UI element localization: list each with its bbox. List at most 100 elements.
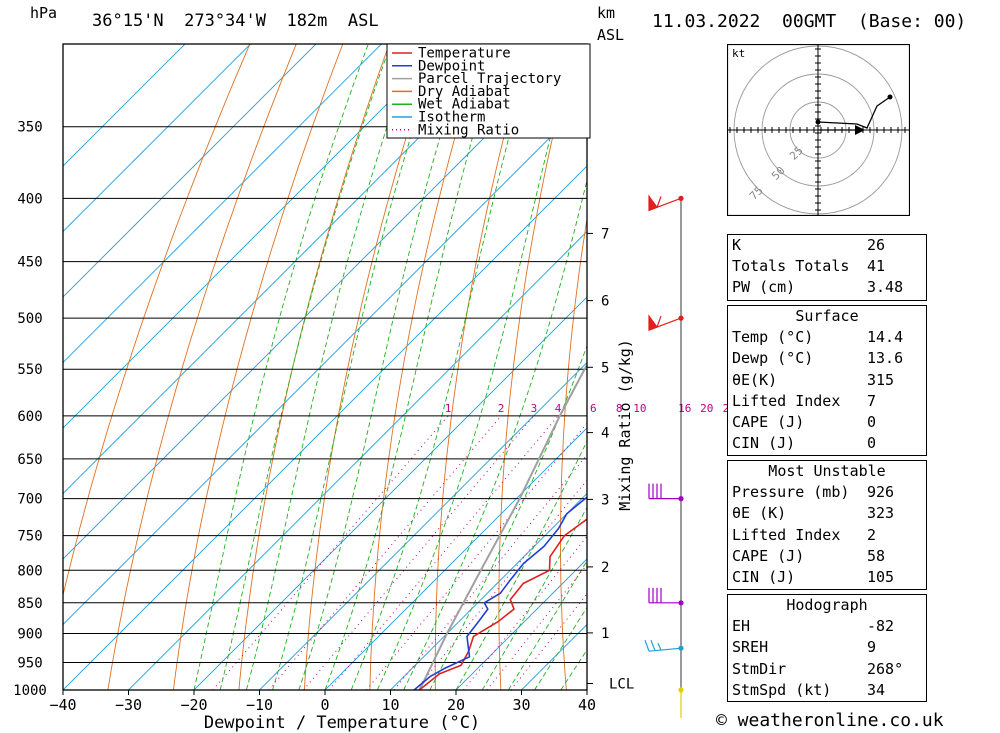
- hodograph-unit: kt: [732, 47, 745, 60]
- hodograph-trace: [817, 96, 891, 129]
- x-tick-label: −40: [49, 696, 76, 714]
- dry-adiabat-line: [498, 44, 576, 690]
- wind-barb: [648, 587, 681, 604]
- wet-adiabat-line: [272, 44, 441, 690]
- km-tick-label: 5: [601, 360, 609, 376]
- stmspd-label: StmSpd (kt): [732, 680, 832, 699]
- pressure-tick-label: 850: [17, 596, 42, 612]
- surface-theta-value: 315: [867, 370, 895, 389]
- pressure-tick-label: 500: [17, 311, 42, 327]
- eh-value: -82: [867, 617, 895, 636]
- dry-adiabat-line: [107, 44, 297, 690]
- indices-table: K 26 Totals Totals 41 PW (cm) 3.48: [727, 234, 927, 301]
- mixing-ratio-label: 4: [555, 402, 562, 415]
- surface-cin-value: 0: [867, 434, 877, 453]
- totals-totals-label: Totals Totals: [732, 257, 850, 276]
- eh-row: EH -82: [728, 616, 926, 637]
- mixing-ratio-axis-title: Mixing Ratio (g/kg): [616, 339, 634, 511]
- km-tick-label: 4: [601, 426, 609, 442]
- mixing-ratio-line: [366, 422, 587, 690]
- stmdir-value: 268°: [867, 659, 904, 678]
- mixing-ratio-label: 3: [531, 402, 538, 415]
- mu-cape-label: CAPE (J): [732, 546, 805, 565]
- surface-cape-row: CAPE (J) 0: [728, 412, 926, 433]
- mu-li-label: Lifted Index: [732, 525, 841, 544]
- surface-table: Surface Temp (°C) 14.4 Dewp (°C) 13.6 θE(K…: [727, 305, 927, 456]
- mixing-ratio-label: 20: [700, 402, 713, 415]
- km-tick-label: 1: [601, 626, 609, 642]
- k-index-label: K: [732, 236, 742, 254]
- asl-unit-label: ASL: [597, 26, 625, 44]
- stmspd-row: StmSpd (kt) 34: [728, 680, 926, 701]
- mixing-ratio-label: 8: [616, 402, 623, 415]
- dry-adiabat-line: [369, 44, 483, 690]
- wind-barb-column: [644, 194, 684, 718]
- legend-item-label: Temperature: [418, 46, 511, 62]
- pressure-tick-label: 400: [17, 191, 42, 207]
- k-index-value: 26: [867, 236, 886, 254]
- totals-totals-row: Totals Totals 41: [728, 256, 926, 277]
- pressure-tick-label: 750: [17, 529, 42, 545]
- x-tick-label: 20: [447, 696, 465, 714]
- pressure-tick-label: 600: [17, 409, 42, 425]
- surface-cin-row: CIN (J) 0: [728, 433, 926, 454]
- mu-theta-label: θE (K): [732, 504, 787, 523]
- most-unstable-table: Most Unstable Pressure (mb) 926 θE (K) 323…: [727, 460, 927, 590]
- isotherm-line: [390, 492, 587, 690]
- legend-item-label: Dewpoint: [418, 58, 485, 74]
- km-tick-label: 7: [601, 226, 609, 242]
- copyright-link[interactable]: © weatheronline.co.uk: [716, 710, 944, 731]
- legend-item-label: Isotherm: [418, 110, 485, 126]
- wet-adiabat-line: [350, 44, 535, 690]
- x-tick-label: −30: [115, 696, 142, 714]
- pressure-tick-label: 700: [17, 492, 42, 508]
- pressure-tick-label: 550: [17, 362, 42, 378]
- km-unit-label: km: [597, 4, 616, 22]
- pressure-tick-label: 950: [17, 656, 42, 672]
- isotherm-line: [63, 44, 448, 429]
- legend-item-label: Mixing Ratio: [418, 122, 519, 138]
- surface-cin-label: CIN (J): [732, 434, 796, 453]
- mu-pressure-label: Pressure (mb): [732, 483, 850, 502]
- wind-barb: [648, 483, 681, 500]
- k-index-row: K 26: [728, 235, 926, 256]
- surface-temp-value: 14.4: [867, 328, 904, 347]
- totals-totals-value: 41: [867, 257, 886, 276]
- pressure-tick-label: 800: [17, 563, 42, 579]
- mixing-ratio-label: 1: [445, 402, 452, 415]
- mu-cin-label: CIN (J): [732, 567, 796, 586]
- surface-theta-row: θE(K) 315: [728, 370, 926, 391]
- dry-adiabat-line: [678, 44, 714, 690]
- wet-adiabat-line: [455, 440, 587, 690]
- hodograph-table-title: Hodograph: [786, 596, 868, 614]
- surface-dewp-label: Dewp (°C): [732, 349, 814, 368]
- wet-adiabat-line: [219, 44, 392, 690]
- pw-row: PW (cm) 3.48: [728, 277, 926, 298]
- mu-theta-row: θE (K) 323: [728, 503, 926, 524]
- mixing-ratio-label: 10: [633, 402, 646, 415]
- isotherm-line: [63, 44, 579, 560]
- surface-li-row: Lifted Index 7: [728, 391, 926, 412]
- surface-li-value: 7: [867, 391, 877, 410]
- x-tick-label: 10: [381, 696, 399, 714]
- pressure-tick-label: 1000: [13, 683, 47, 699]
- mu-cape-value: 58: [867, 546, 886, 565]
- mixing-ratio-label: 2: [498, 402, 505, 415]
- hodograph-end-dot: [887, 94, 893, 100]
- stmdir-label: StmDir: [732, 659, 787, 678]
- mixing-ratio-label: 6: [590, 402, 597, 415]
- x-tick-label: 30: [512, 696, 530, 714]
- sreh-row: SREH 9: [728, 637, 926, 658]
- mu-pressure-row: Pressure (mb) 926: [728, 482, 926, 503]
- legend-item-label: Parcel Trajectory: [418, 71, 561, 87]
- wet-adiabat-line: [298, 44, 469, 690]
- pw-value: 3.48: [867, 278, 904, 297]
- mixing-ratio-line: [393, 454, 587, 690]
- pressure-tick-label: 350: [17, 120, 42, 136]
- hodograph: kt 25 50 75: [727, 44, 910, 216]
- mu-cin-value: 105: [867, 567, 895, 586]
- pressure-tick-label: 450: [17, 255, 42, 271]
- pressure-tick-label: 900: [17, 627, 42, 643]
